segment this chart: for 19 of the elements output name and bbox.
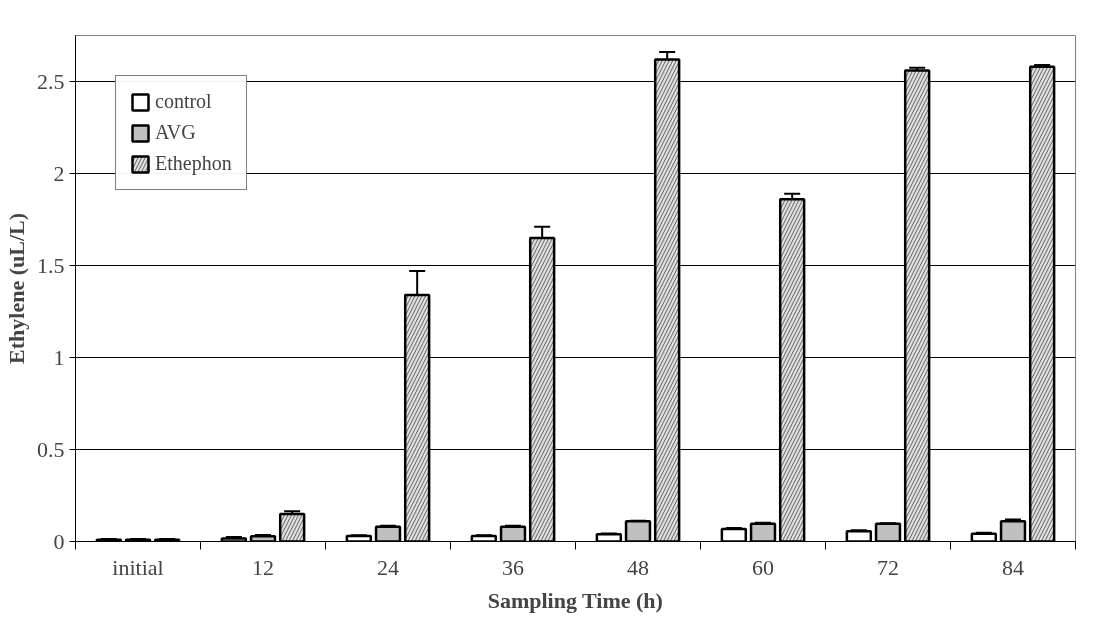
y-tick-label: 0 (53, 528, 65, 554)
y-tick-label: 2 (53, 160, 65, 186)
legend-label: AVG (155, 121, 196, 144)
y-tick-label: 2.5 (37, 68, 65, 94)
x-tick-label: 36 (502, 554, 524, 580)
x-tick-label: 48 (627, 554, 649, 580)
y-tick-label: 1.5 (37, 252, 65, 278)
x-axis-title: Sampling Time (h) (487, 587, 663, 613)
x-tick-label: 84 (1002, 554, 1024, 580)
x-tick-label: 60 (752, 554, 774, 580)
x-tick-label: initial (112, 554, 164, 580)
y-tick-label: 1 (53, 344, 65, 370)
y-tick-label: 0.5 (37, 436, 65, 462)
x-tick-label: 24 (377, 554, 399, 580)
y-axis-title: Ethylene (uL/L) (4, 213, 29, 364)
x-tick-label: 12 (252, 554, 274, 580)
x-tick-label: 72 (877, 554, 899, 580)
legend-label: control (155, 90, 212, 113)
legend-label: Ethephon (155, 152, 232, 175)
